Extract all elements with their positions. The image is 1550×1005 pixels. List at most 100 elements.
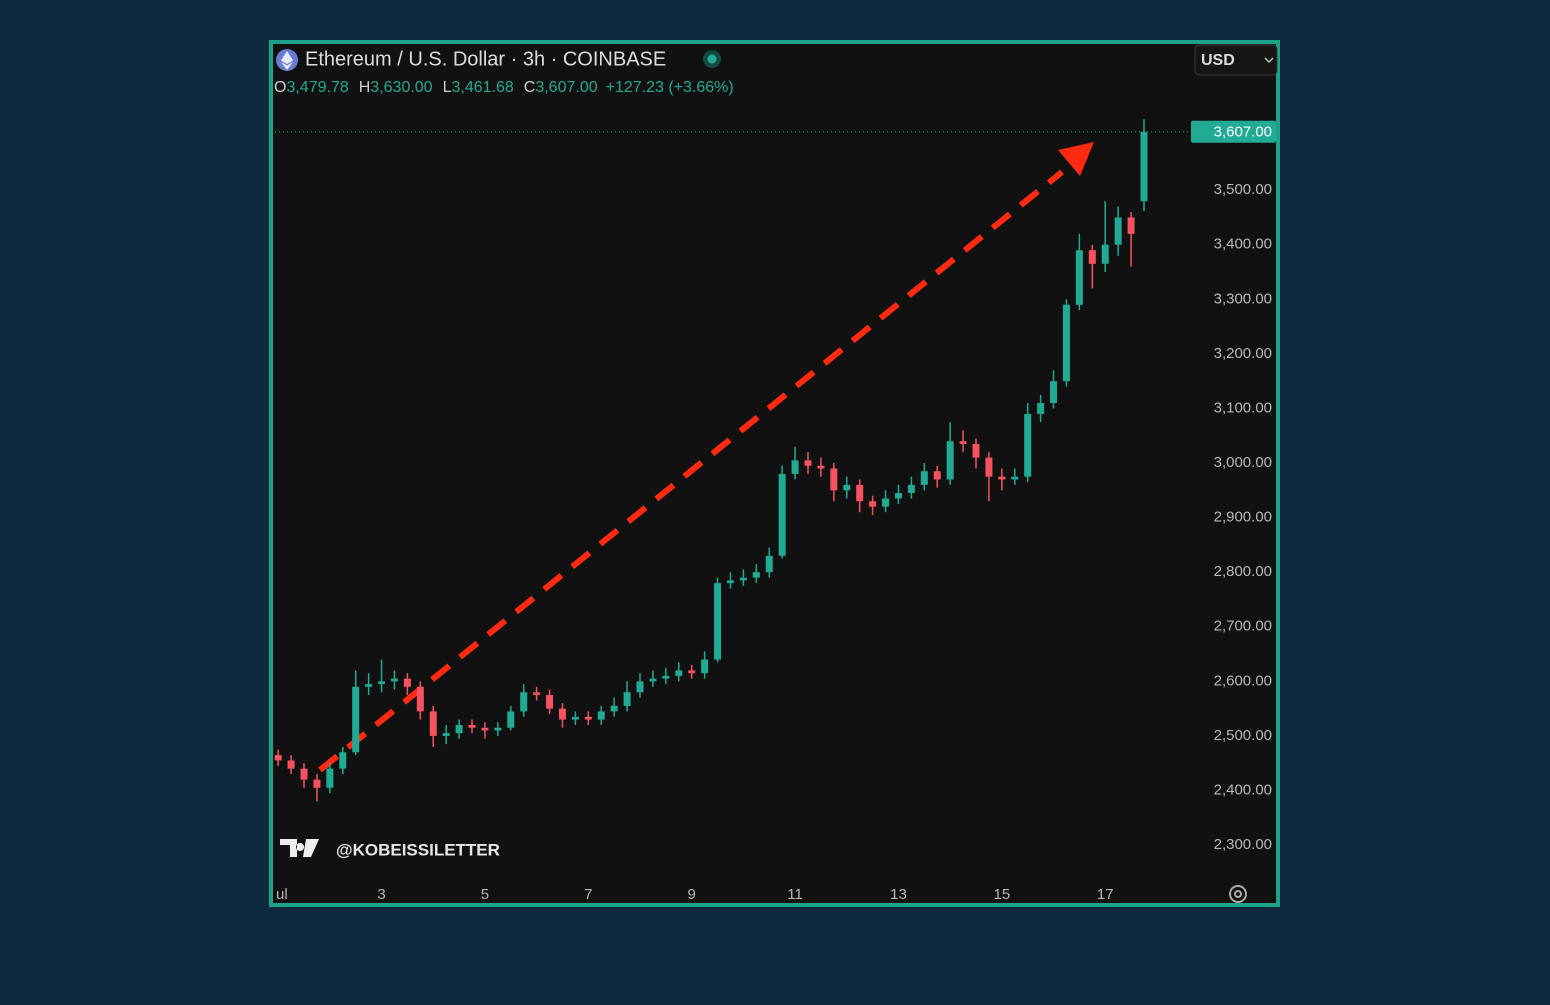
candle-body <box>843 484 851 491</box>
candle-body <box>1140 131 1148 202</box>
candle-body <box>791 460 799 474</box>
chart-title: Ethereum / U.S. Dollar · 3h · COINBASE <box>305 48 666 70</box>
candle-body <box>817 465 825 469</box>
ohlc-value: 3,479.78 <box>286 79 348 96</box>
candle-body <box>688 670 696 674</box>
candle-body <box>274 755 282 761</box>
ohlc-key: C <box>524 79 536 96</box>
candle-body <box>313 779 321 788</box>
ohlc-key: L <box>443 79 452 96</box>
candle-body <box>714 583 722 660</box>
y-tick-label: 3,500.00 <box>1214 181 1272 198</box>
candle-body <box>403 678 411 687</box>
currency-select[interactable] <box>1194 44 1278 76</box>
candle-body <box>920 471 928 485</box>
candle-body <box>765 555 773 573</box>
candle-body <box>804 460 812 466</box>
x-tick-label: 15 <box>994 886 1011 903</box>
y-tick-label: 2,800.00 <box>1214 563 1272 580</box>
candle-body <box>946 441 954 480</box>
y-tick-label: 2,500.00 <box>1214 727 1272 744</box>
y-tick-label: 2,300.00 <box>1214 836 1272 853</box>
last-price-tag <box>1191 120 1276 143</box>
candle-body <box>1101 244 1109 264</box>
candle-body <box>1037 403 1045 414</box>
candle-body <box>468 725 476 728</box>
ohlc-value: 3,630.00 <box>370 79 432 96</box>
candle-body <box>675 670 683 676</box>
currency-label[interactable]: USD <box>1201 52 1235 69</box>
candle-body <box>985 457 993 477</box>
candle-body <box>1050 381 1058 404</box>
settings-icon[interactable] <box>1229 885 1247 903</box>
candle-body <box>610 705 618 712</box>
candle-body <box>649 678 657 682</box>
candle-body <box>1024 413 1032 477</box>
candle-body <box>752 572 760 578</box>
candle-body <box>520 692 528 712</box>
y-tick-label: 2,400.00 <box>1214 781 1272 798</box>
candle-body <box>933 471 941 480</box>
eth-glyph <box>281 51 293 70</box>
candle-body <box>830 468 838 491</box>
candle-body <box>907 484 915 494</box>
candle-body <box>429 711 437 736</box>
candle-body <box>882 498 890 507</box>
x-tick-label: 13 <box>890 886 907 903</box>
y-tick-label: 3,200.00 <box>1214 345 1272 362</box>
candle-body <box>623 692 631 706</box>
x-tick-label: 5 <box>481 886 489 903</box>
candle-body <box>726 580 734 584</box>
candle-body <box>972 443 980 458</box>
settings-icon-core[interactable] <box>1234 890 1242 898</box>
candle-body <box>378 681 386 685</box>
candle-body <box>287 760 295 769</box>
tv-logo <box>280 839 319 857</box>
status-dot <box>707 54 717 64</box>
ohlc-value: 3,461.68 <box>451 79 513 96</box>
watermark: @KOBEISSILETTER <box>336 840 500 859</box>
x-tick-label: 9 <box>688 886 696 903</box>
candle-body <box>390 678 398 682</box>
y-tick-label: 3,400.00 <box>1214 236 1272 253</box>
trend-arrow <box>318 169 1064 773</box>
ohlc-key: H <box>359 79 371 96</box>
candle-body <box>869 501 877 507</box>
candle-body <box>1011 476 1019 480</box>
candle-body <box>326 768 334 788</box>
x-tick-label: 3 <box>377 886 385 903</box>
candle-body <box>739 577 747 581</box>
candle-body <box>300 768 308 780</box>
candle-body <box>365 684 373 687</box>
candle-body <box>352 686 360 753</box>
ohlc-key: O <box>274 79 286 96</box>
candle-body <box>1075 250 1083 305</box>
dropdown-caret[interactable] <box>1264 57 1274 64</box>
candle-body <box>507 711 515 728</box>
candle-body <box>558 708 566 720</box>
candle-body <box>856 484 864 502</box>
ohlc-change: +127.23 (+3.66%) <box>606 79 734 96</box>
candle-body <box>1062 304 1070 382</box>
candle-body <box>959 441 967 444</box>
y-tick-label: 3,100.00 <box>1214 399 1272 416</box>
y-tick-label: 2,700.00 <box>1214 618 1272 635</box>
y-tick-label: 2,900.00 <box>1214 509 1272 526</box>
ohlc-value: 3,607.00 <box>535 79 597 96</box>
candle-body <box>416 686 424 712</box>
candle-body <box>662 675 670 679</box>
ohlc-header: O3,479.78 H3,630.00 L3,461.68 C3,607.00 +127… <box>274 79 734 96</box>
candle-body <box>1114 217 1122 245</box>
arrow-head <box>1058 142 1094 176</box>
candle-body <box>584 716 592 720</box>
y-tick-label: 3,300.00 <box>1214 290 1272 307</box>
y-tick-label: 2,600.00 <box>1214 672 1272 689</box>
candle-body <box>546 694 554 709</box>
candle-body <box>1127 217 1135 234</box>
candle-body <box>998 476 1006 480</box>
candle-body <box>494 727 502 731</box>
x-tick-label: 17 <box>1097 886 1114 903</box>
last-price-label: 3,607.00 <box>1214 124 1272 141</box>
y-tick-label: 3,000.00 <box>1214 454 1272 471</box>
